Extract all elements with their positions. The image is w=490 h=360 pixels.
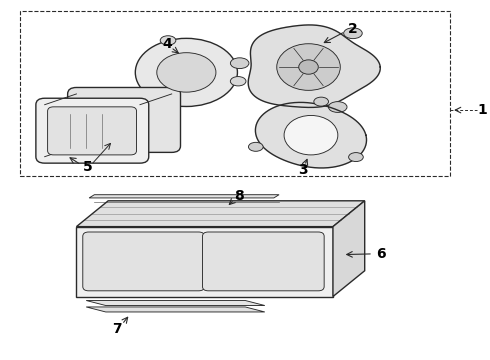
Ellipse shape bbox=[248, 142, 263, 151]
Ellipse shape bbox=[314, 97, 328, 106]
FancyBboxPatch shape bbox=[48, 107, 137, 155]
Ellipse shape bbox=[157, 53, 216, 92]
FancyBboxPatch shape bbox=[83, 232, 204, 291]
Text: 8: 8 bbox=[234, 189, 244, 203]
Text: 2: 2 bbox=[347, 22, 357, 36]
Ellipse shape bbox=[328, 102, 347, 112]
Polygon shape bbox=[86, 301, 265, 306]
Circle shape bbox=[277, 44, 340, 90]
Polygon shape bbox=[76, 201, 365, 226]
Ellipse shape bbox=[343, 28, 362, 39]
Ellipse shape bbox=[135, 39, 238, 107]
Ellipse shape bbox=[160, 36, 176, 45]
Polygon shape bbox=[248, 25, 380, 107]
Text: 5: 5 bbox=[83, 161, 93, 175]
FancyBboxPatch shape bbox=[202, 232, 324, 291]
Polygon shape bbox=[333, 201, 365, 297]
Bar bbox=[20, 12, 450, 176]
Polygon shape bbox=[89, 195, 279, 198]
FancyBboxPatch shape bbox=[36, 98, 149, 163]
Ellipse shape bbox=[138, 90, 153, 99]
Polygon shape bbox=[255, 102, 367, 168]
Ellipse shape bbox=[230, 58, 249, 68]
Ellipse shape bbox=[348, 153, 363, 162]
Circle shape bbox=[284, 116, 338, 155]
Circle shape bbox=[299, 60, 318, 74]
Text: 4: 4 bbox=[162, 37, 171, 51]
Text: 6: 6 bbox=[376, 247, 386, 261]
Text: 7: 7 bbox=[112, 322, 122, 336]
Text: 1: 1 bbox=[477, 103, 487, 117]
Ellipse shape bbox=[230, 77, 246, 86]
Polygon shape bbox=[86, 307, 265, 312]
Text: 3: 3 bbox=[298, 163, 307, 177]
FancyBboxPatch shape bbox=[68, 87, 180, 152]
Polygon shape bbox=[76, 226, 333, 297]
